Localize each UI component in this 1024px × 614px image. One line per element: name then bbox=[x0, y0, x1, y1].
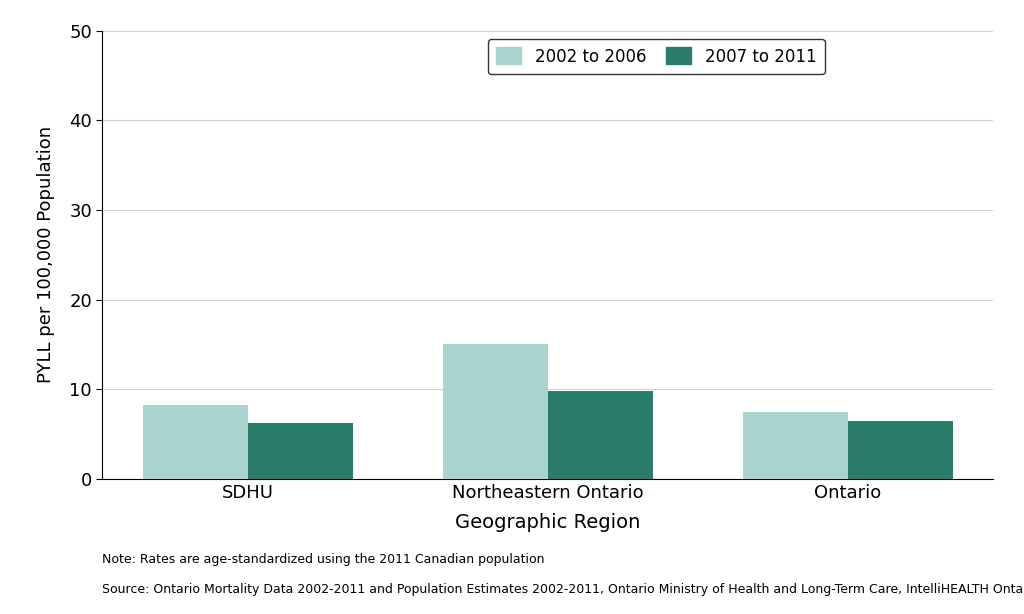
Bar bbox=[248, 423, 353, 479]
Text: Note: Rates are age-standardized using the 2011 Canadian population: Note: Rates are age-standardized using t… bbox=[102, 553, 545, 565]
Bar bbox=[442, 344, 548, 479]
Bar bbox=[848, 421, 952, 479]
Bar bbox=[143, 405, 248, 479]
X-axis label: Geographic Region: Geographic Region bbox=[455, 513, 641, 532]
Bar bbox=[742, 411, 848, 479]
Y-axis label: PYLL per 100,000 Population: PYLL per 100,000 Population bbox=[37, 126, 55, 383]
Bar bbox=[548, 391, 653, 479]
Legend: 2002 to 2006, 2007 to 2011: 2002 to 2006, 2007 to 2011 bbox=[488, 39, 824, 74]
Text: Source: Ontario Mortality Data 2002-2011 and Population Estimates 2002-2011, Ont: Source: Ontario Mortality Data 2002-2011… bbox=[102, 583, 1024, 596]
